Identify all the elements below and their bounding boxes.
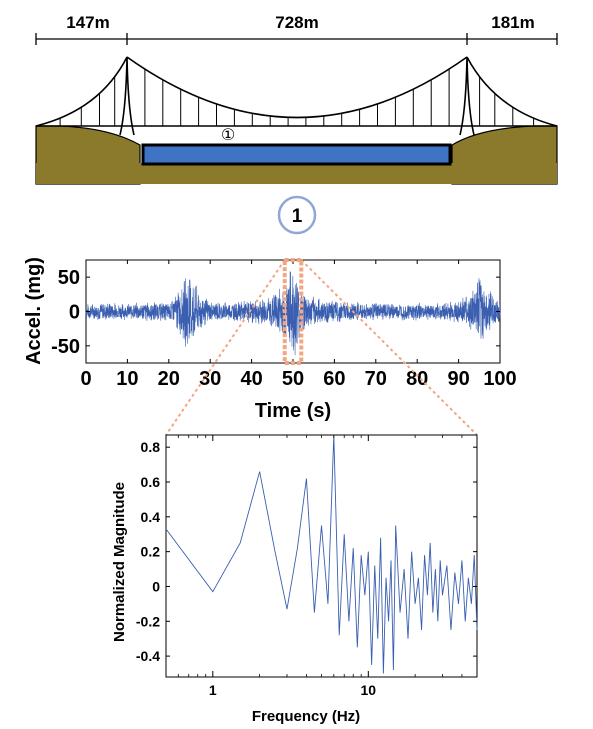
zoom-connectors	[165, 259, 478, 436]
span-label-main: 728m	[275, 13, 318, 32]
ts-y-axis-label: Accel. (mg)	[23, 257, 45, 365]
river-water	[141, 143, 452, 166]
side-cable-left	[35, 56, 128, 127]
ts-x-ticks: 0 10 20 30 40 50 60 70 80 90 100	[80, 260, 517, 390]
hangers	[59, 69, 535, 126]
fq-y-tick-label: -0.2	[136, 613, 160, 629]
ts-x-tick-label: 0	[80, 368, 91, 390]
fq-y-tick-label: 0.8	[141, 439, 161, 455]
fq-plot-frame	[165, 434, 478, 678]
ts-x-tick-label: 90	[447, 368, 469, 390]
spectrum-chart: 0.8 0.6 0.4 0.2 0 -0.2 -0.4 1 10 Frequency (Hz)…	[111, 434, 478, 725]
sensor-badge: 1	[277, 195, 317, 235]
fq-y-axis-label: Normalized Magnitude	[111, 482, 128, 642]
sensor-marker: ①	[221, 127, 235, 144]
fq-x-ticks: 1 10	[177, 435, 463, 698]
span-dimension-line	[35, 33, 558, 45]
connector-left	[165, 259, 286, 436]
fq-x-axis-label: Frequency (Hz)	[252, 708, 360, 725]
main-cable	[126, 56, 468, 119]
ts-x-tick-label: 20	[158, 368, 180, 390]
ts-x-tick-label: 70	[365, 368, 387, 390]
fq-series-line	[165, 434, 478, 674]
tower-left	[119, 56, 135, 136]
bridge-diagram: 147m 728m 181m ①	[35, 13, 558, 185]
fq-y-tick-label: 0	[152, 578, 160, 594]
fq-y-tick-label: 0.4	[141, 509, 161, 525]
ground-base	[36, 163, 557, 184]
ts-x-tick-label: 80	[406, 368, 428, 390]
ts-y-tick-label: 50	[58, 267, 80, 289]
ts-x-tick-label: 60	[323, 368, 345, 390]
fq-x-tick-label: 1	[209, 682, 217, 698]
ts-x-tick-label: 30	[199, 368, 221, 390]
ts-y-tick-label: -50	[51, 336, 80, 358]
ts-y-ticks: -50 0 50	[51, 267, 500, 358]
fq-y-tick-label: -0.4	[136, 648, 160, 664]
ts-x-tick-label: 50	[282, 368, 304, 390]
sensor-badge-label: 1	[292, 206, 303, 227]
ts-x-tick-label: 40	[240, 368, 262, 390]
ts-y-tick-label: 0	[69, 302, 80, 324]
connector-right	[300, 259, 478, 436]
span-label-left: 147m	[66, 13, 109, 32]
ts-series-line	[85, 271, 501, 355]
fq-y-tick-label: 0.2	[141, 544, 161, 560]
fq-x-tick-label: 10	[361, 682, 377, 698]
sensor-badge-circle	[277, 195, 317, 235]
ts-x-tick-label: 10	[116, 368, 138, 390]
ts-x-axis-label: Time (s)	[255, 400, 331, 422]
ts-x-tick-label: 100	[483, 368, 516, 390]
span-label-right: 181m	[491, 13, 534, 32]
ts-highlight-window	[282, 258, 304, 365]
tower-right	[459, 56, 475, 136]
side-cable-right	[466, 56, 558, 127]
fq-y-tick-label: 0.6	[141, 474, 161, 490]
fq-y-ticks: 0.8 0.6 0.4 0.2 0 -0.2 -0.4	[136, 439, 477, 664]
